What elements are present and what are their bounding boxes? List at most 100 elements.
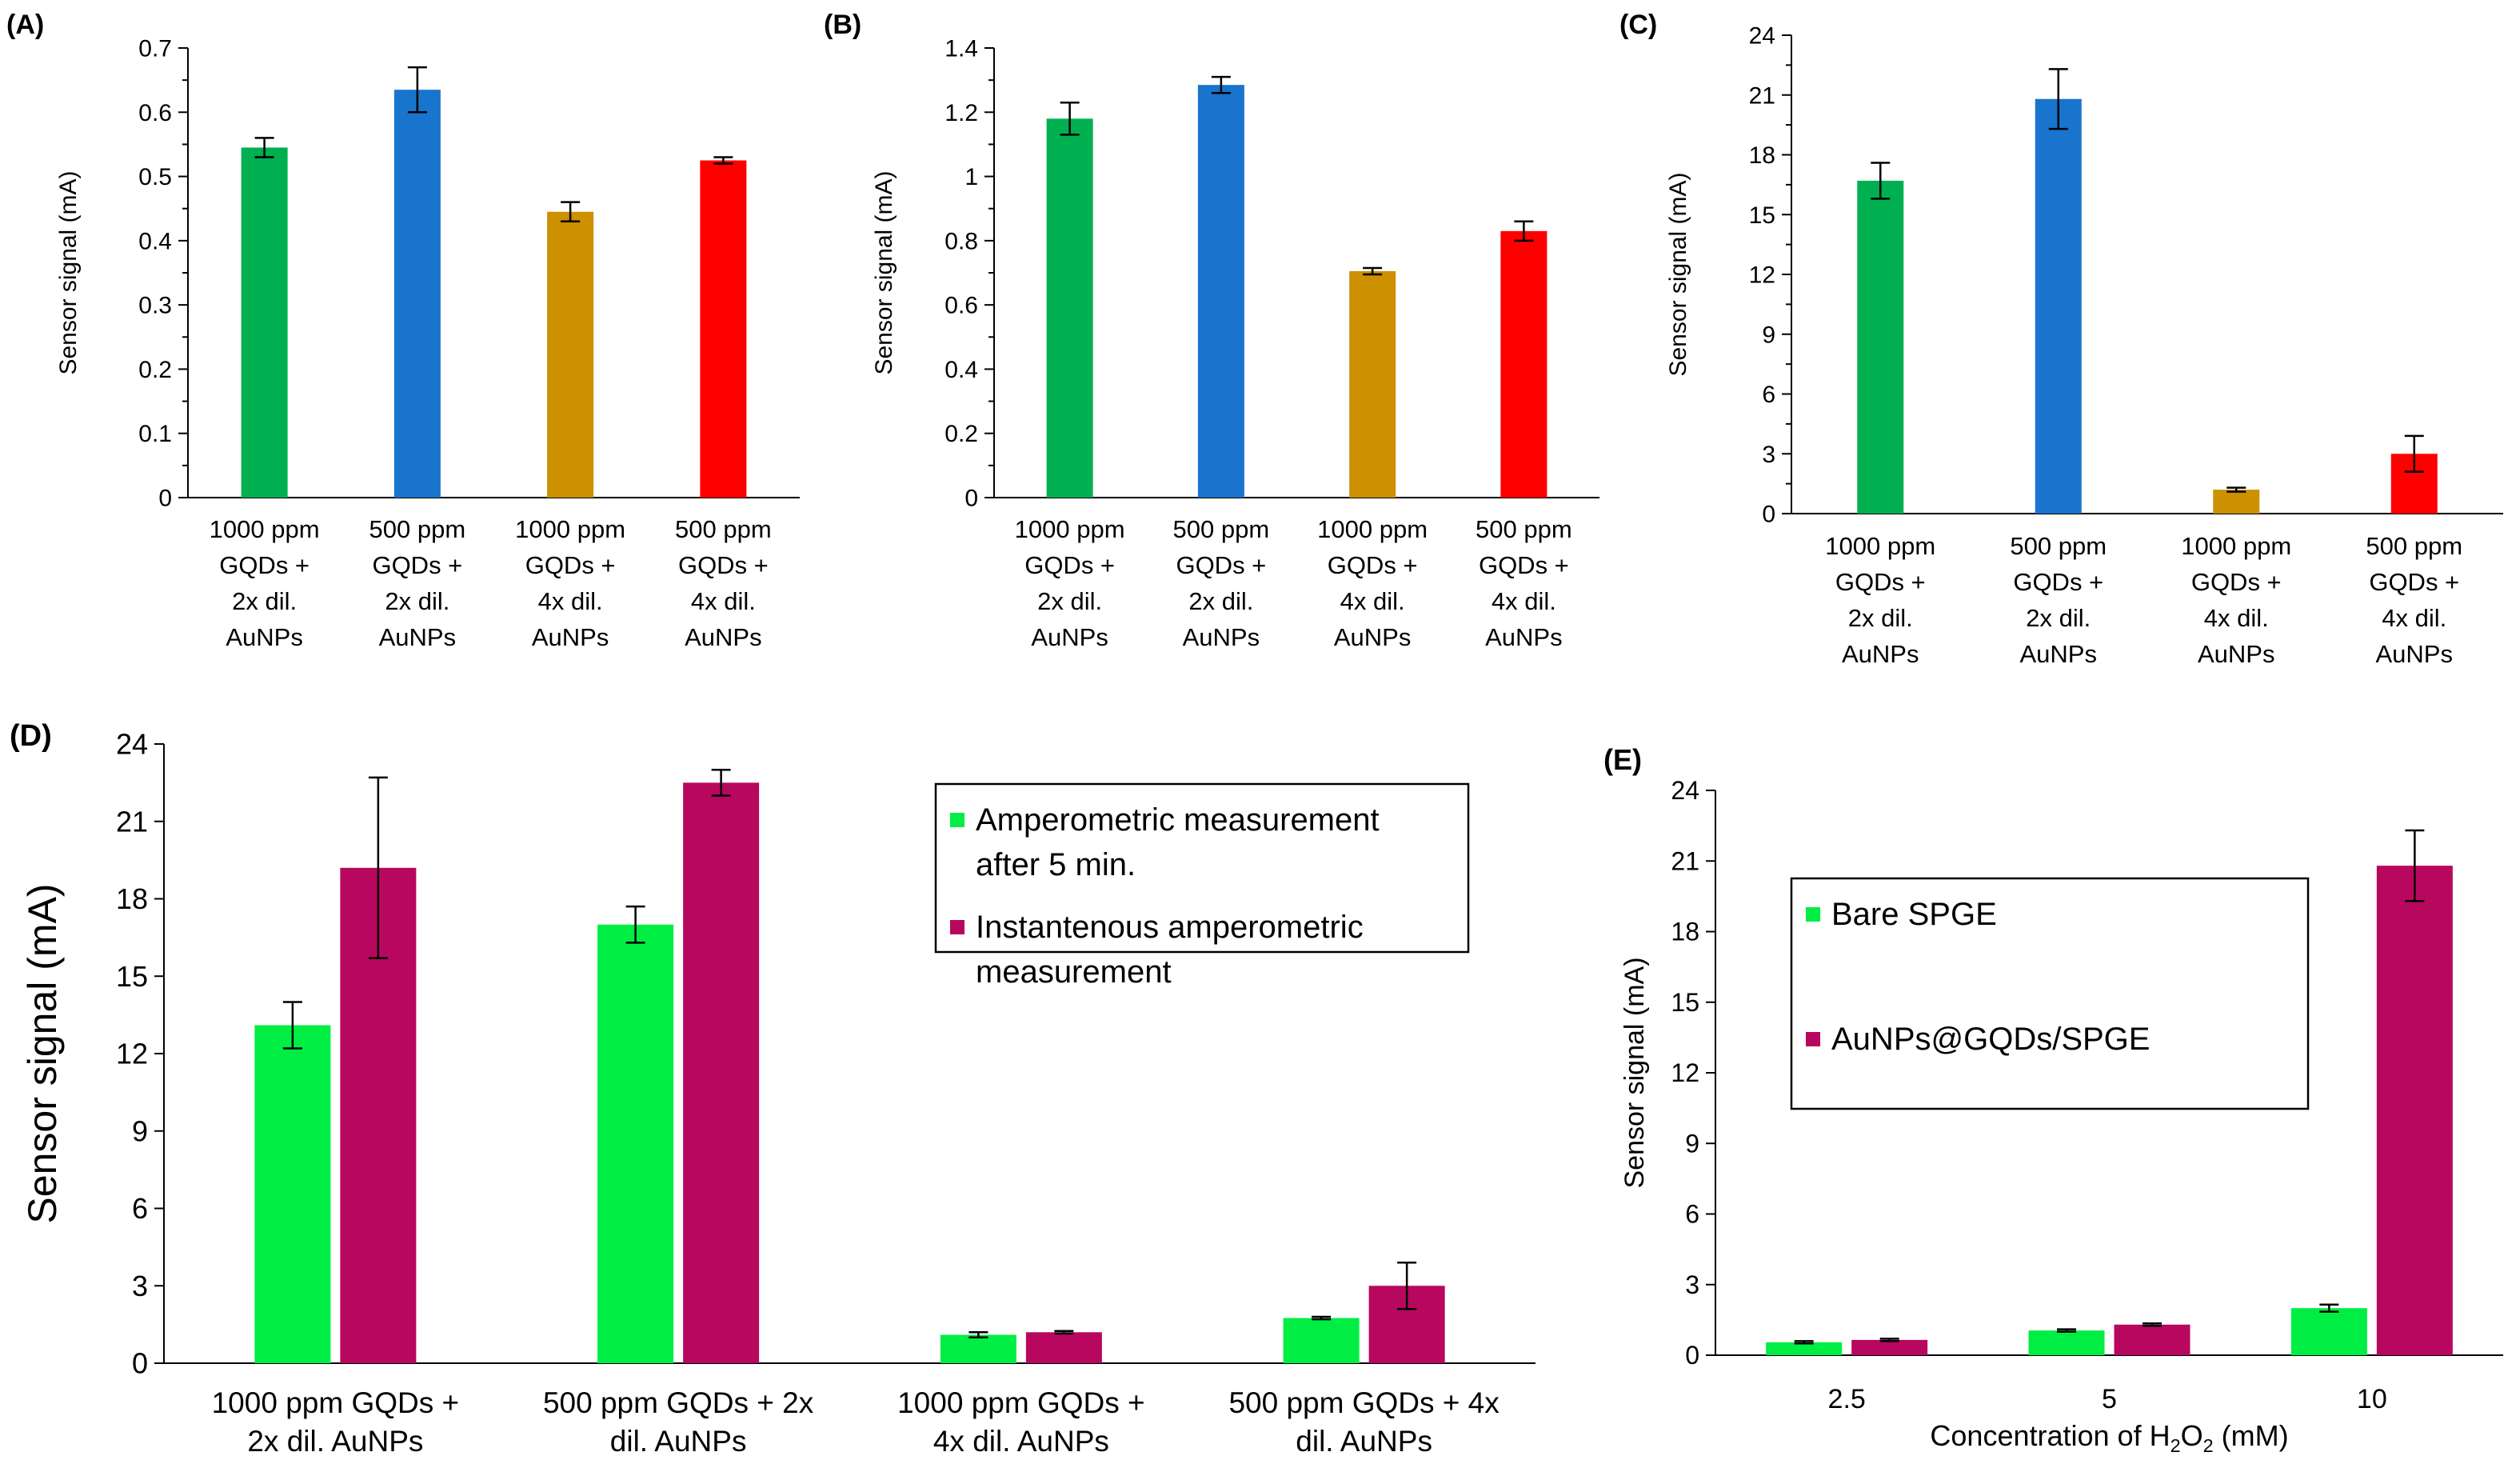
x-tick-label: 500 ppm	[1173, 515, 1270, 543]
x-axis-label-part: (mM)	[2214, 1419, 2289, 1452]
x-tick-label: 500 ppm	[1476, 515, 1572, 543]
bar	[1046, 118, 1093, 498]
y-tick-label: 0	[158, 486, 172, 512]
x-tick-label: 4x dil.	[2382, 604, 2446, 632]
x-tick-label: 1000 ppm	[1825, 532, 1935, 560]
bar	[2213, 490, 2260, 514]
x-tick-label: AuNPs	[2376, 640, 2453, 668]
bar	[241, 147, 288, 498]
bar	[2035, 98, 2082, 514]
x-tick-label: AuNPs	[532, 623, 609, 651]
y-tick-label: 21	[116, 805, 148, 838]
y-tick-label: 12	[1671, 1058, 1699, 1087]
chart-panel-c: 0 3 6 9 12 15 18 21 24 (C) Sensor signal (mA) 1000 …	[1619, 10, 2503, 668]
x-axis-label-subscript: 2	[2171, 1435, 2181, 1456]
y-axis-label: Sensor signal (mA)	[1665, 172, 1691, 376]
y-tick-label: 24	[116, 728, 148, 761]
legend-label: measurement	[976, 954, 1172, 990]
x-tick-label: GQDs +	[2013, 568, 2103, 596]
x-tick-label: 5	[2102, 1384, 2117, 1414]
x-tick-label: 2.5	[1828, 1384, 1866, 1414]
bar	[1349, 270, 1396, 498]
bar-series1	[940, 1334, 1016, 1363]
y-tick-label: 9	[1762, 322, 1775, 348]
x-tick-label: GQDs +	[1024, 551, 1115, 579]
bar	[700, 160, 747, 498]
y-tick-label: 0.5	[138, 164, 172, 190]
x-tick-label: AuNPs	[685, 623, 761, 651]
y-tick-label: 6	[1685, 1200, 1699, 1229]
x-tick-label: GQDs +	[1328, 551, 1418, 579]
y-tick-label: 0.3	[138, 293, 172, 319]
x-tick-label: 1000 ppm	[210, 515, 320, 543]
y-tick-label: 6	[132, 1192, 148, 1225]
y-tick-label: 1	[964, 164, 978, 190]
bar	[1197, 85, 1244, 498]
x-tick-label: AuNPs	[2198, 640, 2274, 668]
legend-label: Amperometric measurement	[976, 802, 1380, 838]
y-tick-label: 21	[1671, 846, 1699, 875]
y-tick-label: 18	[1749, 142, 1775, 169]
panel-label: (C)	[1619, 10, 1657, 40]
y-tick-label: 24	[1671, 776, 1699, 805]
x-tick-label: 500 ppm	[369, 515, 466, 543]
x-tick-label: 4x dil.	[691, 587, 756, 615]
chart-panel-d: 0 3 6 9 12 15 18 21 24 (D) Sensor signal (mA) 1000 …	[10, 719, 1536, 1458]
x-tick-label: 2x dil.	[1848, 604, 1913, 632]
y-tick-label: 0.6	[138, 100, 172, 126]
bar-series1	[2028, 1330, 2105, 1355]
bar-series2	[683, 782, 760, 1363]
y-tick-label: 12	[1749, 262, 1775, 289]
y-tick-label: 12	[116, 1038, 148, 1070]
x-tick-label: 4x dil.	[1340, 587, 1405, 615]
bar	[547, 211, 594, 498]
x-tick-label: GQDs +	[2369, 568, 2459, 596]
axes: 0 0.1 0.2 0.3 0.4 0.5 0.6 0.7	[138, 36, 800, 512]
y-tick-label: 18	[116, 882, 148, 915]
y-tick-label: 18	[1671, 918, 1699, 946]
x-tick-label: 500 ppm	[2366, 532, 2462, 560]
axes: 0 3 6 9 12 15 18 21 24	[1749, 23, 2503, 528]
y-tick-label: 15	[116, 960, 148, 993]
legend: Amperometric measurement after 5 min. Inst…	[934, 782, 1470, 990]
panel-label: (D)	[10, 719, 52, 753]
y-tick-label: 0	[964, 486, 978, 512]
chart-panel-e: 0 3 6 9 12 15 18 21 24 (E) Sensor signal (mA) 2.5 5 1…	[1603, 743, 2503, 1456]
x-tick-label: GQDs +	[1479, 551, 1569, 579]
legend-swatch	[1806, 1032, 1820, 1046]
x-tick-label: AuNPs	[1842, 640, 1919, 668]
axes: 0 3 6 9 12 15 18 21 24	[1671, 776, 2503, 1370]
x-tick-label: 10	[2357, 1384, 2387, 1414]
x-tick-label: AuNPs	[226, 623, 302, 651]
legend-box	[1790, 877, 2310, 1110]
y-tick-label: 0.2	[138, 357, 172, 383]
legend-swatch	[1806, 907, 1820, 922]
axes: 0 3 6 9 12 15 18 21 24	[116, 728, 1536, 1380]
legend-swatch	[950, 920, 964, 934]
x-tick-label: AuNPs	[1485, 623, 1562, 651]
x-tick-label: 2x dil.	[385, 587, 449, 615]
y-tick-label: 1.4	[945, 36, 978, 62]
y-tick-label: 0.2	[945, 421, 978, 447]
x-tick-label: 4x dil.	[2204, 604, 2269, 632]
x-tick-label: 2x dil.	[232, 587, 297, 615]
x-tick-label: dil. AuNPs	[610, 1425, 747, 1458]
axes: 0 0.2 0.4 0.6 0.8 1 1.2 1.4	[945, 36, 1599, 512]
y-tick-label: 0.4	[138, 228, 172, 254]
y-tick-label: 0.1	[138, 421, 172, 447]
x-tick-label: 4x dil.	[538, 587, 603, 615]
y-axis-label: Sensor signal (mA)	[1619, 957, 1650, 1188]
x-tick-label: AuNPs	[2020, 640, 2097, 668]
x-tick-label: GQDs +	[219, 551, 310, 579]
legend: Bare SPGE AuNPs@GQDs/SPGE	[1790, 877, 2310, 1110]
x-tick-label: GQDs +	[1176, 551, 1266, 579]
x-tick-label: GQDs +	[1835, 568, 1926, 596]
y-tick-label: 6	[1762, 382, 1775, 408]
chart-panel-b: 0 0.2 0.4 0.6 0.8 1 1.2 1.4 (B) Sensor signal (mA…	[824, 10, 1599, 651]
y-axis-label: Sensor signal (mA)	[871, 170, 897, 374]
bar	[1500, 230, 1548, 498]
x-tick-label: AuNPs	[379, 623, 456, 651]
x-tick-label: 1000 ppm GQDs +	[897, 1386, 1145, 1419]
y-tick-label: 1.2	[945, 100, 978, 126]
